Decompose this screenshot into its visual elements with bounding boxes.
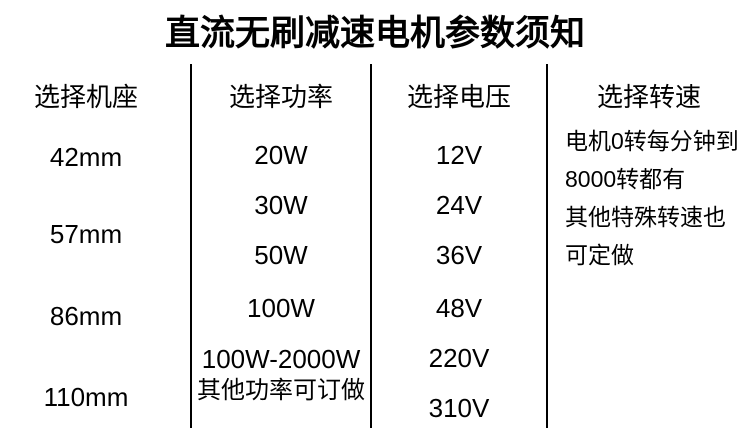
- column-header-speed: 选择转速: [596, 82, 701, 112]
- column-divider-1: [190, 64, 192, 428]
- power-option-100w: 100W: [247, 293, 315, 323]
- column-voltage: 选择电压 12V 24V 36V 48V 220V 310V: [372, 0, 546, 428]
- power-option-20w: 20W: [254, 140, 308, 170]
- frame-size-option-57mm: 57mm: [49, 219, 123, 249]
- speed-note-line-1: 电机0转每分钟到: [565, 128, 739, 154]
- speed-note-line-2: 8000转都有: [565, 166, 686, 192]
- power-option-custom-note: 其他功率可订做: [197, 377, 365, 404]
- frame-size-option-110mm: 110mm: [43, 382, 129, 412]
- column-divider-2: [370, 64, 372, 428]
- power-option-30w: 30W: [254, 190, 308, 220]
- voltage-option-310v: 310V: [428, 393, 490, 423]
- column-divider-3: [546, 64, 548, 428]
- speed-note-line-4: 可定做: [565, 242, 634, 268]
- voltage-option-48v: 48V: [435, 293, 483, 323]
- column-power: 选择功率 20W 30W 50W 100W 100W-2000W 其他功率可订做: [192, 0, 370, 428]
- voltage-option-220v: 220V: [428, 343, 490, 373]
- power-option-custom-range: 100W-2000W: [201, 344, 361, 374]
- column-header-power: 选择功率: [228, 82, 333, 112]
- voltage-option-24v: 24V: [435, 190, 483, 220]
- voltage-option-12v: 12V: [435, 140, 483, 170]
- frame-size-option-42mm: 42mm: [49, 142, 123, 172]
- speed-note-line-3: 其他特殊转速也: [565, 204, 726, 230]
- frame-size-option-86mm: 86mm: [49, 301, 123, 331]
- page-title: 直流无刷减速电机参数须知: [164, 14, 585, 53]
- voltage-option-36v: 36V: [435, 240, 483, 270]
- column-frame-size: 选择机座 42mm 57mm 86mm 110mm: [0, 0, 172, 428]
- column-speed: 选择转速 电机0转每分钟到 8000转都有 其他特殊转速也 可定做: [548, 0, 750, 428]
- power-option-50w: 50W: [254, 240, 308, 270]
- column-header-voltage: 选择电压: [406, 82, 511, 112]
- speed-note: 电机0转每分钟到 8000转都有 其他特殊转速也 可定做: [565, 122, 739, 274]
- column-header-frame-size: 选择机座: [33, 82, 138, 112]
